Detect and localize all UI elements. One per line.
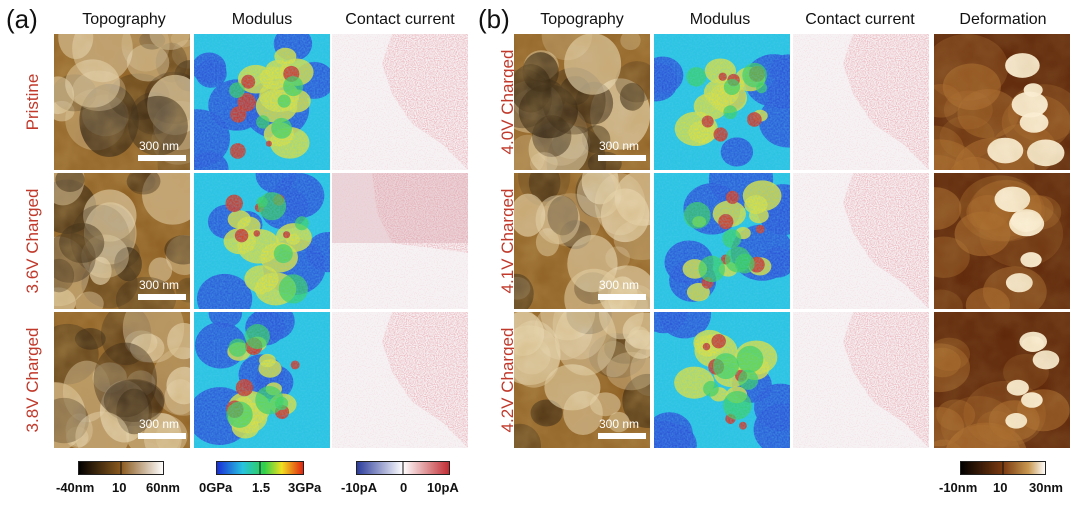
panel-a-image-r1-c3: [332, 34, 468, 170]
panel-a-row-36v: 3.6V Charged: [23, 188, 42, 294]
panel-b-image-r1-c2: [654, 34, 790, 170]
panel-a-row-pristine: Pristine: [23, 73, 42, 131]
panel-a-image-r3-c3: [332, 312, 468, 448]
panel-a-scalebar-r1: [138, 155, 186, 161]
panel-a-image-r2-c3: [332, 173, 468, 309]
panel-a-row-38v: 3.8V Charged: [23, 327, 42, 433]
colorbar-deformation: [960, 461, 1046, 475]
panel-a-image-r2-c2: [194, 173, 330, 309]
panel-b-image-r2-c2: [654, 173, 790, 309]
panel-b-image-r3-c4: [934, 312, 1070, 448]
panel-b-scalebar-r1: [598, 155, 646, 161]
panel-b-scalebar-r3: [598, 433, 646, 439]
panel-b-image-r2-c4: [934, 173, 1070, 309]
panel-a-col-current: Contact current: [345, 11, 455, 28]
panel-b-label: (b): [478, 4, 510, 34]
colorbar-deformation-min: -10nm: [939, 480, 978, 495]
panel-a-image-r3-c1: [54, 312, 190, 448]
panel-b-col-topography: Topography: [540, 11, 624, 28]
panel-b-image-r2-c3: [793, 173, 929, 309]
colorbar-topography-mid: 10: [112, 480, 127, 495]
colorbar-topography-max: 60nm: [146, 480, 180, 495]
panel-b-image-r3-c2: [654, 312, 790, 448]
panel-a-scalebar-label-r2: 300 nm: [139, 278, 180, 292]
panel-b-image-r3-c3: [793, 312, 929, 448]
panel-a-col-topography: Topography: [82, 11, 166, 28]
panel-b-scalebar-label-r3: 300 nm: [599, 417, 640, 431]
panel-b-col-current: Contact current: [805, 11, 915, 28]
colorbar-modulus-mid: 1.5: [252, 480, 271, 495]
panel-b-image-r1-c3: [793, 34, 929, 170]
colorbar-deformation-max: 30nm: [1029, 480, 1063, 495]
colorbar-current: [356, 461, 450, 475]
panel-a-scalebar-r2: [138, 294, 186, 300]
colorbar-modulus: [216, 461, 304, 475]
colorbar-current-max: 10pA: [427, 480, 459, 495]
colorbar-current-min: -10pA: [341, 480, 378, 495]
colorbar-topography-min: -40nm: [56, 480, 95, 495]
panel-b-scalebar-r2: [598, 294, 646, 300]
panel-b-image-r1-c1: [514, 34, 650, 170]
panel-a-col-modulus: Modulus: [231, 11, 293, 28]
panel-b-col-deformation: Deformation: [959, 11, 1047, 28]
panel-a-image-r3-c2: [194, 312, 330, 448]
panel-a-image-r2-c1: [54, 173, 190, 309]
panel-b-scalebar-label-r2: 300 nm: [599, 278, 640, 292]
panel-b-image-r1-c4: [934, 34, 1070, 170]
colorbar-modulus-max: 3GPa: [288, 480, 322, 495]
panel-b-scalebar-label-r1: 300 nm: [599, 139, 640, 153]
colorbar-current-mid: 0: [400, 480, 408, 495]
panel-a-scalebar-label-r3: 300 nm: [139, 417, 180, 431]
panel-a-scalebar-label-r1: 300 nm: [139, 139, 180, 153]
panel-b-image-r3-c1: [514, 312, 650, 448]
panel-b-col-modulus: Modulus: [689, 11, 751, 28]
colorbar-modulus-min: 0GPa: [199, 480, 233, 495]
colorbar-topography: [78, 461, 164, 475]
panel-a-image-r1-c2: [194, 34, 330, 170]
panel-a-label: (a): [6, 4, 38, 34]
panel-a-scalebar-r3: [138, 433, 186, 439]
colorbar-deformation-mid: 10: [993, 480, 1008, 495]
